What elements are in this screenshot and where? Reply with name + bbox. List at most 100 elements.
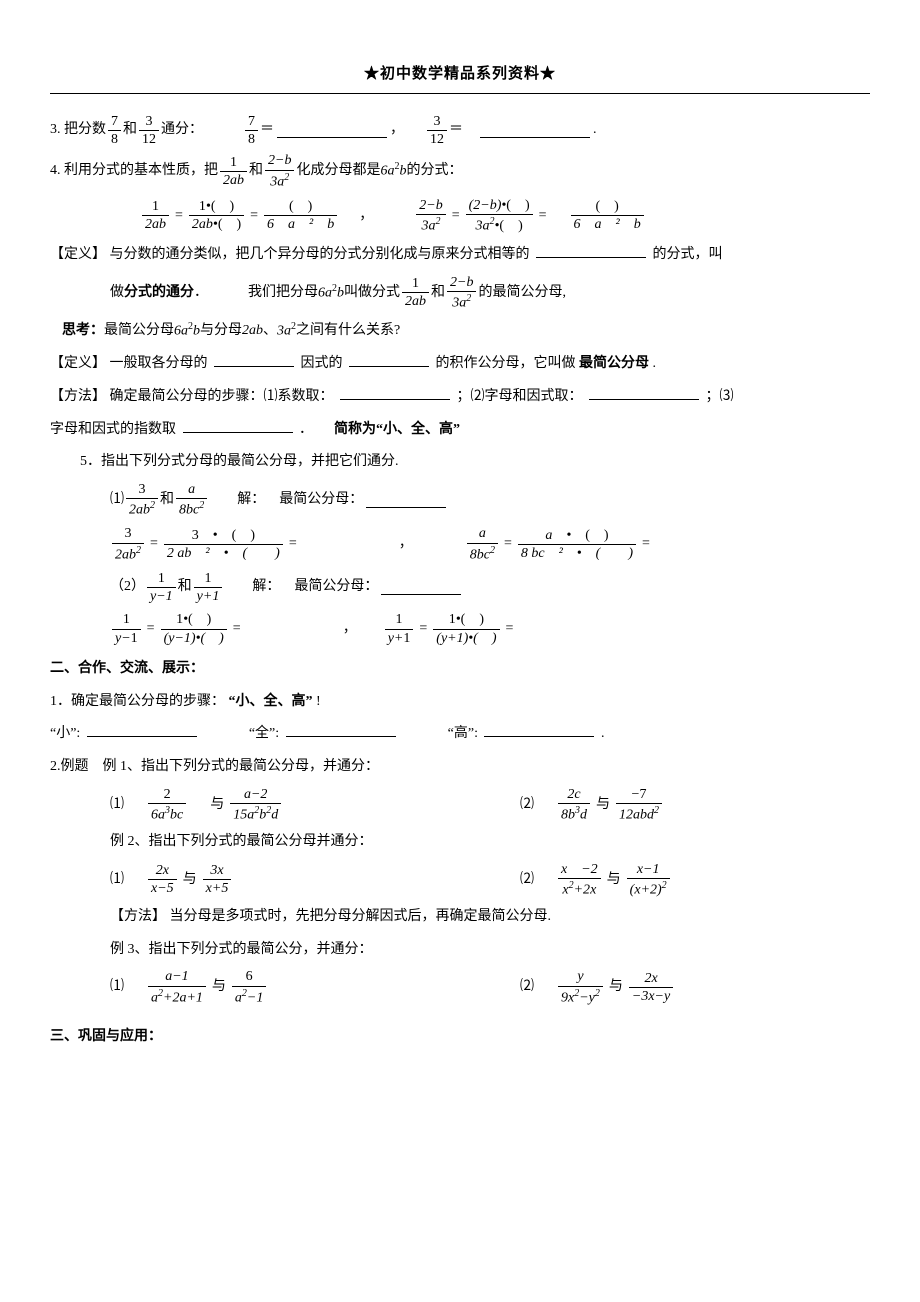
blank	[480, 123, 590, 138]
paren-blank: ( )	[211, 199, 234, 214]
page-header: ★初中数学精品系列资料★	[50, 60, 870, 94]
frac-den: a2−1	[232, 987, 266, 1006]
method-label: 【方法】	[110, 909, 166, 924]
frac-den: 12	[427, 131, 447, 147]
ex1-row: ⑴ 26a3bc 与 a−215a2b2d ⑵ 2c8b3d 与 −712abd…	[50, 787, 870, 823]
frac-den: x+5	[203, 880, 232, 896]
fracB: 2−b3a2	[447, 275, 476, 311]
frac-den: 8	[108, 131, 121, 147]
frac-num: 6	[232, 969, 266, 986]
frac-num: 1	[402, 276, 429, 293]
q5-p2-eqA: 1y−1 = 1•( )(y−1)•( ) =	[110, 612, 241, 646]
eq-sign: ＝	[260, 117, 274, 144]
p-lbl: ⑵	[520, 974, 534, 1001]
def1-t3: 做	[110, 280, 124, 307]
q3-frac2: 3 12	[139, 114, 159, 148]
frac-den: 8bc2	[176, 499, 207, 518]
ex3-p1: ⑴ a−1a2+2a+1 与 6a2−1	[110, 969, 460, 1005]
frac-num: 2−b	[265, 153, 294, 170]
q4-fracA: 1 2ab	[220, 155, 247, 189]
m1-t2: ；⑵字母和因式取：	[457, 389, 583, 404]
q5-p2-eqB: 1y+1 = 1•( )(y+1)•( ) =	[383, 612, 514, 646]
def2-t4: .	[653, 356, 657, 371]
frac-num: 2c	[558, 787, 590, 804]
q4-mid: 化成分母都是	[296, 158, 380, 185]
text-and: 和	[160, 487, 174, 514]
q5-head: 5．指出下列分式分母的最简公分母，并把它们通分.	[50, 449, 870, 476]
fracA: 12ab	[402, 276, 429, 310]
def-label: 【定义】	[50, 247, 106, 262]
full-lbl: “全”:	[249, 726, 279, 741]
frac-num: x−1	[627, 862, 670, 879]
m1-l2b: ．	[299, 422, 313, 437]
q4-line: 4. 利用分式的基本性质，把 1 2ab 和 2−b 3a2 化成分母都是 6a…	[50, 153, 870, 189]
def1-bold: 分式的通分	[124, 280, 194, 307]
frac-den: 2ab	[220, 172, 247, 188]
paren-blank: ( )	[188, 612, 211, 627]
frac-num: 2−b	[447, 275, 476, 292]
frac-num: 3	[139, 114, 159, 131]
ex1-p2: ⑵ 2c8b3d 与 −712abd2	[460, 787, 870, 823]
think-t4: 之间有什么关系?	[296, 318, 400, 345]
blank	[536, 243, 646, 258]
def-label: 【定义】	[50, 356, 106, 371]
def1-t5: 我们把分母	[248, 280, 318, 307]
text-and: 和	[123, 117, 137, 144]
frac-den: 12abd2	[616, 804, 662, 823]
def1-t2: 的分式，叫	[653, 247, 723, 262]
q5-p2: （2） 1y−1 和 1y+1 解： 最简公分母：	[50, 571, 870, 605]
ex2-p1: ⑴ 2xx−5 与 3xx+5	[110, 862, 460, 898]
q3-frac1b: 7 8	[245, 114, 258, 148]
comma: ，	[345, 203, 408, 230]
den-big: 8 bc ² • ( )	[518, 545, 636, 561]
q4-fracB: 2−b 3a2	[265, 153, 294, 189]
def1-t6: 叫做分式	[344, 280, 400, 307]
blank	[214, 352, 294, 367]
s2-l1-excl: !	[316, 694, 321, 709]
ex3-p2: ⑵ y9x2−y2 与 2x−3x−y	[460, 969, 870, 1005]
method-1: 【方法】 确定最简公分母的步骤：⑴系数取： ；⑵字母和因式取： ；⑶	[50, 384, 870, 411]
q4-prefix: 4. 利用分式的基本性质，把	[50, 158, 218, 185]
den-big: (y−1)•( )	[161, 630, 227, 646]
p-lbl: ⑵	[520, 792, 534, 819]
paren-blank: ( )	[585, 528, 608, 543]
section-2-heading: 二、合作、交流、展示：	[50, 656, 870, 683]
q3-line: 3. 把分数 7 8 和 3 12 通分： 7 8 ＝ ， 3 12 ＝ .	[50, 114, 870, 148]
text-yu: 与	[596, 792, 610, 819]
m1-bold: 简称为“小、全、高”	[334, 422, 460, 437]
frac-num: 1	[194, 571, 223, 588]
expr: 3a2	[277, 317, 296, 345]
p1-fracB: a8bc2	[176, 482, 207, 518]
ex2-row: ⑴ 2xx−5 与 3xx+5 ⑵ x −2x2+2x 与 x−1(x+2)2	[50, 862, 870, 898]
period: .	[593, 117, 597, 144]
frac-den: 2ab	[402, 293, 429, 309]
frac-den: 9x2−y2	[558, 987, 603, 1006]
paren-blank: ( )	[264, 199, 337, 216]
text-yu: 与	[183, 867, 197, 894]
q4-eqB: 2−b3a2 = (2−b)•( )3a2•( ) = ( )6 a ² b	[414, 198, 645, 234]
blank	[286, 722, 396, 737]
frac-num: x −2	[558, 862, 601, 879]
q5-p1-eqB: a8bc2 = a • ( )8 bc ² • ( ) =	[465, 526, 650, 562]
frac-den: x−5	[148, 880, 177, 896]
p-lbl: ⑴	[110, 867, 124, 894]
text-yu: 与	[210, 792, 224, 819]
blank	[484, 722, 594, 737]
q3-frac2b: 3 12	[427, 114, 447, 148]
frac-den: 3a2	[265, 171, 294, 190]
p-lbl: ⑴	[110, 792, 124, 819]
method2-text: 当分母是多项式时，先把分母分解因式后，再确定最简公分母.	[170, 909, 552, 924]
expr: 6a2b	[318, 279, 344, 307]
p2-lbl: （2）	[110, 574, 145, 601]
eq-sign: ＝	[449, 117, 463, 144]
q4-target: 6a2b	[380, 157, 406, 185]
definition-1-cont: 做 分式的通分 ． 我们把分母 6a2b 叫做分式 12ab 和 2−b3a2 …	[50, 275, 870, 311]
def2-bold: 最简公分母	[579, 356, 649, 371]
frac-den: (x+2)2	[627, 879, 670, 898]
think-t1: 最简公分母	[104, 318, 174, 345]
frac-den: 8b3d	[558, 804, 590, 823]
frac-den: 8	[245, 131, 258, 147]
q5-p1: ⑴ 32ab2 和 a8bc2 解： 最简公分母：	[50, 482, 870, 518]
den-big: 6 a ² b	[571, 216, 644, 232]
method-1-cont: 字母和因式的指数取 ． 简称为“小、全、高”	[50, 417, 870, 444]
